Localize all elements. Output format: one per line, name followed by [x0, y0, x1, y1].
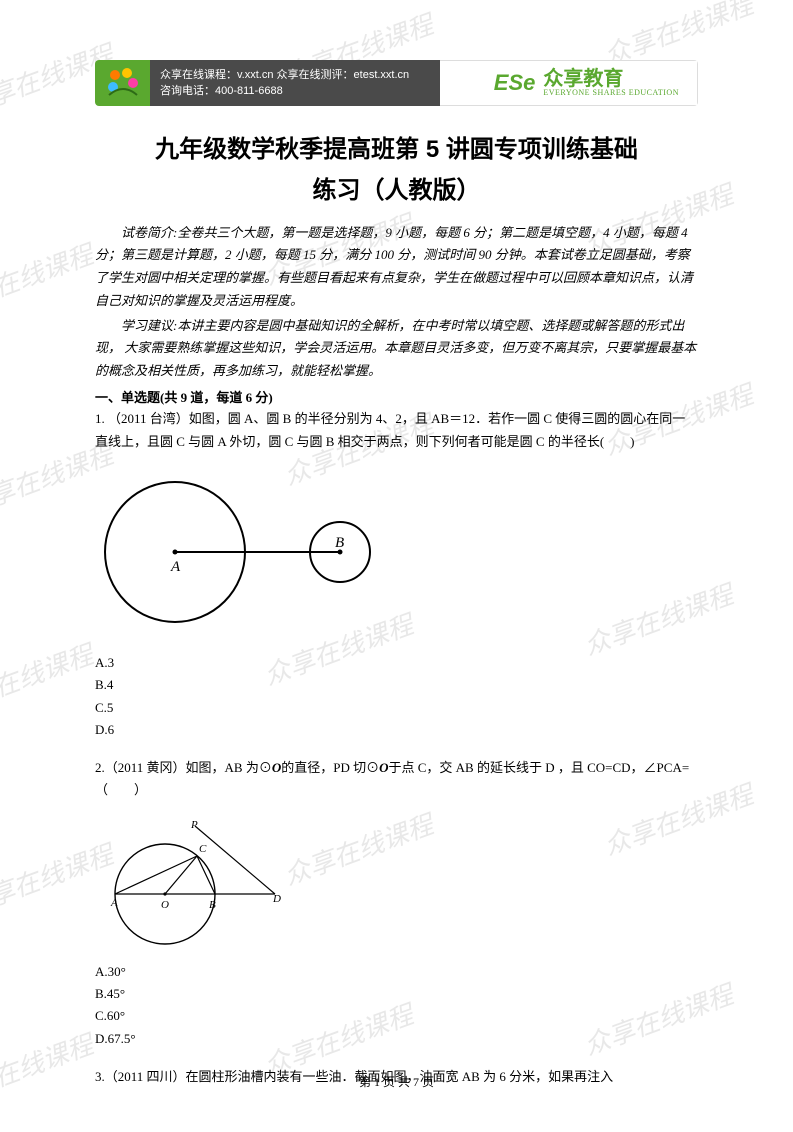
q1-opt-b[interactable]: B.4 [95, 674, 698, 696]
intro-p2: 学习建议:本讲主要内容是圆中基础知识的全解析，在中考时常以填空题、选择题或解答题… [95, 315, 698, 383]
q2-figure: A O B D C P [95, 816, 698, 951]
intro-p1: 试卷简介:全卷共三个大题，第一题是选择题，9 小题，每题 6 分；第二题是填空题… [95, 222, 698, 313]
q1-opt-c[interactable]: C.5 [95, 697, 698, 719]
q2-o1: O [272, 760, 281, 775]
q2-stem: 2.（2011 黄冈）如图，AB 为⊙O的直径，PD 切⊙O于点 C，交 AB … [95, 757, 698, 803]
svg-text:A: A [110, 897, 118, 909]
brand-es: ESe [494, 70, 536, 96]
banner-line2: 咨询电话：400-811-6688 [160, 83, 440, 100]
header-banner: 众享在线课程：v.xxt.cn 众享在线测评：etest.xxt.cn 咨询电话… [95, 60, 698, 106]
banner-logo-left [95, 60, 150, 106]
title-line1: 九年级数学秋季提高班第 5 讲圆专项训练基础 [95, 130, 698, 171]
label-A: A [170, 559, 181, 575]
svg-text:P: P [190, 819, 198, 831]
svg-text:D: D [272, 893, 281, 905]
section-1-head: 一、单选题(共 9 道，每道 6 分) [95, 387, 698, 406]
svg-text:B: B [209, 899, 216, 911]
label-B: B [335, 535, 344, 551]
svg-text:C: C [199, 843, 207, 855]
brand-sub: EVERYONE SHARES EDUCATION [543, 89, 679, 97]
svg-text:O: O [161, 899, 169, 911]
q2-pre: 2.（2011 黄冈）如图，AB 为⊙ [95, 760, 272, 775]
q1-stem: 1. （2011 台湾）如图，圆 A、圆 B 的半径分别为 4、2，且 AB＝1… [95, 408, 698, 454]
q1-opt-d[interactable]: D.6 [95, 719, 698, 741]
banner-line1: 众享在线课程：v.xxt.cn 众享在线测评：etest.xxt.cn [160, 67, 440, 84]
q2-opt-b[interactable]: B.45° [95, 983, 698, 1005]
q2-opt-d[interactable]: D.67.5° [95, 1028, 698, 1050]
title-line2: 练习（人教版） [95, 171, 698, 212]
q2-options: A.30° B.45° C.60° D.67.5° [95, 961, 698, 1049]
page-content: 众享在线课程：v.xxt.cn 众享在线测评：etest.xxt.cn 咨询电话… [0, 0, 793, 1132]
q3-stem: 3.（2011 四川）在圆柱形油槽内装有一些油．截面如图，油面宽 AB 为 6 … [95, 1066, 698, 1089]
q1-opt-a[interactable]: A.3 [95, 652, 698, 674]
q2-mid: 的直径，PD 切⊙ [281, 760, 379, 775]
q1-figure: A B [95, 467, 698, 642]
flower-icon [103, 65, 143, 101]
q2-opt-c[interactable]: C.60° [95, 1005, 698, 1027]
page-title: 九年级数学秋季提高班第 5 讲圆专项训练基础 练习（人教版） [95, 130, 698, 212]
q1-options: A.3 B.4 C.5 D.6 [95, 652, 698, 740]
q2-opt-a[interactable]: A.30° [95, 961, 698, 983]
brand-main: 众享教育 [543, 69, 679, 89]
banner-info: 众享在线课程：v.xxt.cn 众享在线测评：etest.xxt.cn 咨询电话… [150, 60, 440, 106]
banner-brand: ESe 众享教育 EVERYONE SHARES EDUCATION [440, 60, 698, 106]
